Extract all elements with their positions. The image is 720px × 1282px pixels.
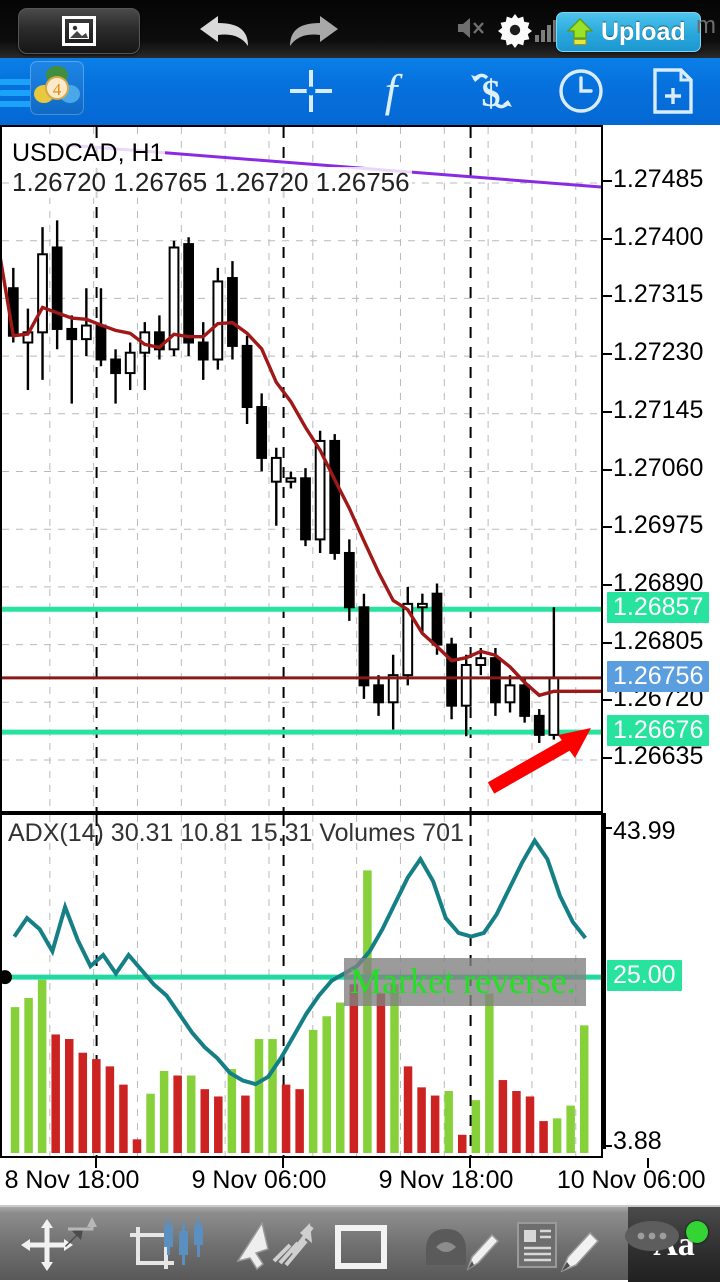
time-tick-label: 9 Nov 18:00 bbox=[378, 1166, 514, 1194]
indicator-scale-axis[interactable]: 43.99 3.88 25.00 bbox=[603, 813, 720, 1158]
price-tick-dash bbox=[603, 295, 612, 298]
time-tick-mark bbox=[281, 1158, 284, 1168]
trade-icon[interactable]: $ bbox=[463, 66, 519, 116]
price-tick-label: 1.27060 bbox=[613, 453, 704, 482]
price-scale-axis[interactable]: 1.27485 1.27400 1.27315 1.27230 1.27145 1.270… bbox=[603, 125, 720, 813]
price-grid bbox=[2, 182, 601, 761]
svg-text:f: f bbox=[385, 66, 404, 116]
adx-line bbox=[12, 836, 587, 1087]
price-tick-label: 1.27145 bbox=[613, 395, 704, 424]
time-tick-mark bbox=[646, 1158, 649, 1168]
price-badge-current-price[interactable]: 1.26756 bbox=[607, 660, 710, 692]
symbol-label: USDCAD, H1 bbox=[10, 139, 166, 168]
price-tick-dash bbox=[603, 353, 612, 356]
news-highlighter-tool-icon[interactable] bbox=[512, 1217, 604, 1275]
rectangle-tool-icon[interactable] bbox=[330, 1217, 392, 1275]
time-tick-label: 9 Nov 06:00 bbox=[191, 1166, 327, 1194]
price-chart-pane[interactable]: USDCAD, H1 1.26720 1.26765 1.26720 1.267… bbox=[0, 125, 603, 813]
market-reverse-annotation[interactable]: Market reverse. bbox=[344, 958, 586, 1006]
price-badge-resistance[interactable]: 1.26857 bbox=[607, 592, 710, 624]
redo-button[interactable] bbox=[282, 12, 342, 50]
time-axis: 8 Nov 18:00 9 Nov 06:00 9 Nov 18:00 10 Nov … bbox=[0, 1158, 720, 1205]
adx-level-badge[interactable]: 25.00 bbox=[607, 960, 682, 992]
indicator-bottom-dash bbox=[603, 1145, 612, 1147]
indicator-top-tick: 43.99 bbox=[613, 817, 676, 845]
speech-bubble-icon bbox=[625, 1221, 679, 1251]
text-tool[interactable]: Aa bbox=[625, 1207, 720, 1282]
support-resistance-lines bbox=[2, 606, 601, 735]
price-tick-label: 1.27315 bbox=[613, 280, 704, 309]
price-tick-label: 1.27485 bbox=[613, 165, 704, 193]
watermark-text: m bbox=[696, 12, 716, 39]
price-tick-dash bbox=[603, 526, 612, 529]
move-tool-icon[interactable] bbox=[14, 1217, 110, 1275]
upload-arrow-icon bbox=[567, 18, 593, 45]
price-tick-label: 1.26805 bbox=[613, 626, 704, 655]
volume-bars bbox=[10, 870, 589, 1153]
price-tick-dash bbox=[603, 180, 612, 182]
svg-text:$: $ bbox=[482, 73, 501, 115]
price-tick-dash bbox=[603, 699, 612, 702]
undo-arrow-icon bbox=[200, 16, 248, 46]
function-icon[interactable]: f bbox=[375, 65, 421, 116]
redo-arrow-icon bbox=[290, 16, 338, 46]
hamburger-menu-icon[interactable] bbox=[0, 74, 36, 112]
upload-label: Upload bbox=[601, 17, 686, 46]
price-tick-dash bbox=[603, 641, 612, 644]
price-tick-dash bbox=[603, 757, 612, 759]
price-tick-dash bbox=[603, 583, 612, 586]
red-arrow-annotation bbox=[487, 728, 591, 794]
price-tick-label: 1.27230 bbox=[613, 338, 704, 367]
gear-icon[interactable] bbox=[495, 10, 535, 55]
annotation-tool-bar: Aa bbox=[0, 1205, 720, 1282]
session-separators bbox=[95, 127, 472, 811]
price-chart-svg bbox=[2, 127, 601, 811]
time-tick-mark bbox=[468, 1158, 471, 1168]
indicator-axis-line bbox=[603, 813, 606, 1149]
undo-button[interactable] bbox=[196, 12, 256, 50]
indicator-bottom-tick: 3.88 bbox=[613, 1127, 662, 1155]
price-tick-dash bbox=[603, 237, 612, 240]
stamp-pencil-tool-icon[interactable] bbox=[418, 1217, 502, 1275]
moving-average-line bbox=[2, 257, 601, 698]
signal-bars-icon bbox=[534, 18, 560, 47]
price-tick-label: 1.26975 bbox=[613, 511, 704, 540]
time-tick-mark bbox=[94, 1158, 97, 1168]
price-tick-dash bbox=[603, 410, 612, 413]
image-icon bbox=[62, 16, 96, 46]
crosshair-icon[interactable] bbox=[286, 66, 336, 116]
price-tick-label: 1.26635 bbox=[613, 742, 704, 770]
price-tick-label: 1.26890 bbox=[613, 568, 704, 597]
text-tool-active-indicator bbox=[686, 1221, 708, 1243]
indicator-label: ADX(14) 30.31 10.81 15.31 Volumes 701 bbox=[8, 819, 464, 847]
indicator-top-dash bbox=[603, 827, 612, 829]
time-tick-label: 8 Nov 18:00 bbox=[4, 1166, 140, 1194]
new-chart-icon[interactable] bbox=[650, 66, 696, 116]
android-status-bar: 4G Upload m bbox=[0, 0, 720, 58]
crop-candles-tool-icon[interactable] bbox=[124, 1217, 210, 1275]
mute-icon bbox=[455, 14, 489, 47]
upload-button[interactable]: Upload bbox=[556, 12, 701, 52]
price-badge-support[interactable]: 1.26676 bbox=[607, 715, 710, 747]
screenshot-chip-button[interactable] bbox=[18, 8, 140, 54]
ohlc-label: 1.26720 1.26765 1.26720 1.26756 bbox=[10, 167, 412, 198]
price-tick-dash bbox=[603, 468, 612, 471]
cursor-arrow-tool-icon[interactable] bbox=[228, 1217, 320, 1275]
metatrader4-logo-icon[interactable]: 4 bbox=[30, 61, 84, 115]
chart-region[interactable]: USDCAD, H1 1.26720 1.26765 1.26720 1.267… bbox=[0, 125, 720, 1205]
price-tick-label: 1.27400 bbox=[613, 222, 704, 251]
time-tick-label: 10 Nov 06:00 bbox=[556, 1166, 706, 1194]
clock-icon[interactable] bbox=[556, 66, 606, 116]
adx-level-marker bbox=[2, 970, 12, 985]
price-vertical-grid bbox=[49, 127, 577, 811]
svg-text:4: 4 bbox=[53, 80, 62, 99]
mt4-app-toolbar: 4 f $ bbox=[0, 58, 720, 125]
